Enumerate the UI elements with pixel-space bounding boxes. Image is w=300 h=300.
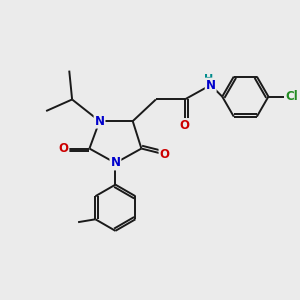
Text: O: O: [160, 148, 170, 161]
Text: N: N: [94, 115, 104, 128]
Text: H: H: [204, 74, 213, 84]
Text: N: N: [110, 157, 120, 169]
Text: O: O: [180, 119, 190, 132]
Text: Cl: Cl: [286, 90, 298, 103]
Text: O: O: [58, 142, 68, 155]
Text: N: N: [206, 79, 216, 92]
